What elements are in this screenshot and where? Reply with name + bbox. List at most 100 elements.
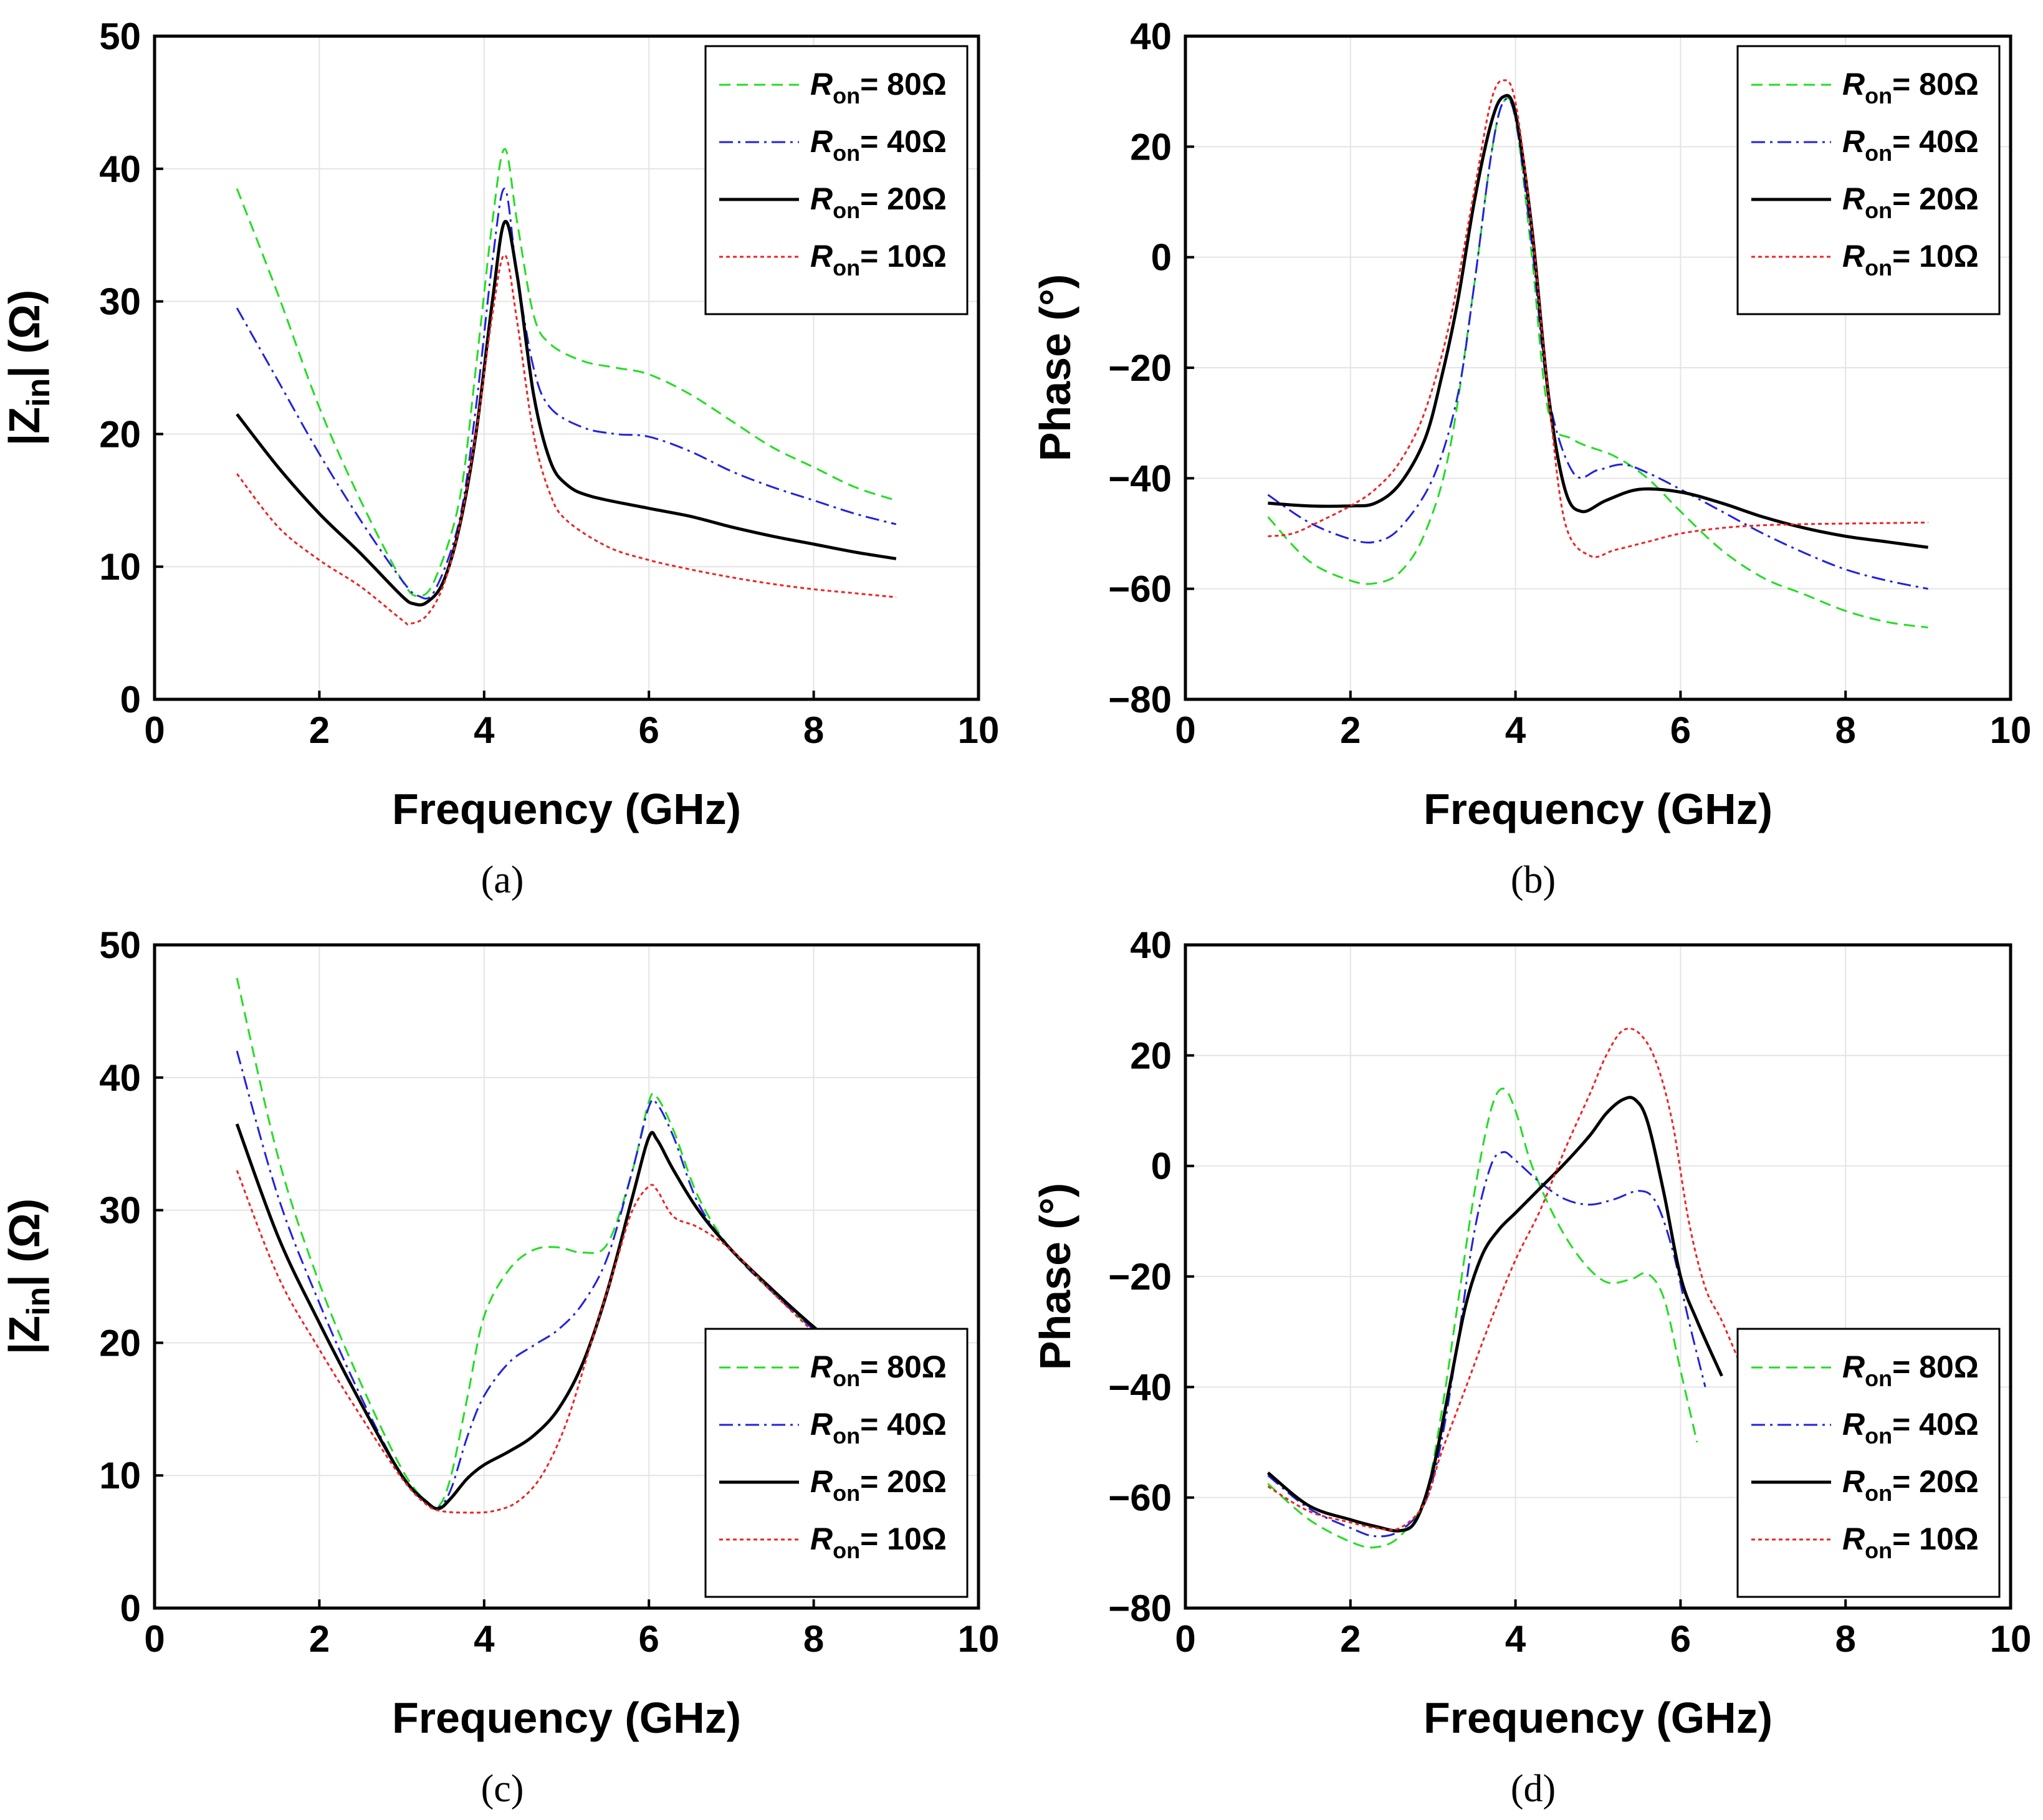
- x-tick-label: 8: [803, 1618, 824, 1660]
- legend-value: = 10Ω: [1892, 239, 1979, 274]
- y-axis-title-subscript: in: [21, 378, 57, 407]
- panel-label: (d): [1511, 1768, 1556, 1810]
- y-tick-label: 10: [99, 546, 141, 588]
- legend-label-r40: Ron= 40Ω: [810, 124, 947, 166]
- legend-symbol-subscript: on: [1865, 198, 1892, 223]
- x-tick-label: 4: [1505, 1618, 1526, 1660]
- legend-value: = 40Ω: [1892, 1407, 1979, 1442]
- series-line-r80: [1267, 1088, 1698, 1549]
- legend-value: = 20Ω: [860, 1464, 947, 1499]
- y-axis-title-main: |Z: [0, 407, 49, 446]
- y-tick-label: 40: [99, 148, 141, 190]
- legend-symbol: R: [810, 1521, 833, 1556]
- y-axis-title-main: |Z: [0, 1316, 49, 1354]
- x-tick-label: 8: [1835, 1618, 1856, 1660]
- axes-frame: [153, 34, 980, 701]
- chart-panel-d: 0 2 4 6 8 10 −80 −60 −40 −20 0 20 40 Frequency (GHz) P…: [1031, 924, 2031, 1810]
- x-axis-title: Frequency (GHz): [1423, 1693, 1773, 1742]
- legend-value: = 20Ω: [1892, 1464, 1979, 1499]
- x-tick-label: 10: [1990, 1618, 2032, 1660]
- y-axis-title: Phase (°): [1031, 1183, 1079, 1370]
- y-axis-title: |Zin| (Ω): [0, 290, 57, 446]
- ticks: 0 2 4 6 8 10 −80 −60 −40 −20 0 20 40: [1108, 16, 2031, 751]
- series-line-r10: [236, 1170, 856, 1514]
- axes-frame: [1184, 943, 2012, 1610]
- y-tick-label: 0: [120, 1588, 141, 1629]
- y-tick-label: −60: [1108, 568, 1172, 610]
- y-tick-label: −20: [1108, 1256, 1172, 1298]
- legend-symbol: R: [1842, 1464, 1865, 1499]
- legend-symbol: R: [1842, 1521, 1865, 1556]
- y-axis-title-end: | (Ω): [0, 290, 49, 378]
- legend-symbol: R: [1842, 1407, 1865, 1442]
- series-line-r20: [235, 1123, 856, 1511]
- y-tick-label: 30: [99, 1190, 141, 1232]
- series-line-r40: [1267, 1151, 1706, 1538]
- x-tick-label: 2: [309, 709, 330, 751]
- y-tick-label: 40: [1130, 924, 1172, 966]
- x-axis-title: Frequency (GHz): [392, 785, 741, 833]
- legend-value: = 40Ω: [860, 1407, 947, 1442]
- y-tick-label: 20: [1130, 1035, 1172, 1076]
- legend-value: = 40Ω: [1892, 124, 1979, 159]
- y-axis-title: |Zin| (Ω): [0, 1199, 57, 1354]
- y-tick-label: 40: [99, 1057, 141, 1099]
- legend-symbol: R: [810, 239, 833, 274]
- x-tick-label: 4: [474, 1618, 495, 1660]
- legend-label-r40: Ron= 40Ω: [1842, 124, 1979, 166]
- series-group: [1266, 1027, 1739, 1549]
- legend-label-r10: Ron= 10Ω: [810, 239, 947, 280]
- legend-symbol: R: [810, 1349, 833, 1384]
- legend-symbol-subscript: on: [833, 1538, 860, 1563]
- series-line-r10: [1268, 79, 1928, 558]
- legend-symbol-subscript: on: [833, 198, 860, 223]
- y-tick-label: 0: [1151, 1146, 1172, 1187]
- y-tick-label: 20: [99, 413, 141, 455]
- y-axis-title: Phase (°): [1031, 274, 1079, 461]
- legend-symbol: R: [1842, 124, 1865, 159]
- legend-symbol: R: [1842, 67, 1865, 102]
- x-tick-label: 2: [1340, 709, 1361, 751]
- x-axis-title: Frequency (GHz): [392, 1693, 741, 1742]
- y-tick-label: −80: [1108, 679, 1172, 721]
- legend-symbol: R: [810, 124, 833, 159]
- y-tick-label: 50: [99, 924, 141, 966]
- y-axis-title-main: Phase (°): [1031, 1183, 1079, 1370]
- legend-symbol: R: [1842, 181, 1865, 216]
- chart-panel-b: 0 2 4 6 8 10 −80 −60 −40 −20 0 20 40 Frequency (GHz) P…: [1031, 16, 2031, 901]
- series-line-r20: [1268, 93, 1928, 549]
- x-tick-label: 6: [1670, 1618, 1691, 1660]
- legend-label-r20: Ron= 20Ω: [810, 181, 947, 223]
- x-tick-label: 0: [144, 709, 165, 751]
- y-tick-label: −60: [1108, 1477, 1172, 1519]
- legend-label-r10: Ron= 10Ω: [1842, 1521, 1979, 1563]
- x-axis-title: Frequency (GHz): [1423, 785, 1773, 833]
- x-tick-label: 8: [803, 709, 824, 751]
- series-line-r10: [236, 254, 896, 626]
- series-line-r40: [236, 1050, 856, 1510]
- series-group: [236, 148, 897, 626]
- legend-symbol: R: [810, 1407, 833, 1442]
- legend-symbol-subscript: on: [833, 83, 860, 108]
- chart-panel-a: 0 2 4 6 8 10 0 10 20 30 40 50 Frequency (GHz) |Zin| (…: [0, 16, 999, 901]
- legend-label-r80: Ron= 80Ω: [810, 1349, 947, 1391]
- ticks: 0 2 4 6 8 10 0 10 20 30 40 50: [99, 924, 999, 1660]
- series-line-r80: [236, 148, 897, 597]
- legend-label-r40: Ron= 40Ω: [810, 1407, 947, 1449]
- series-line-r20: [236, 219, 897, 607]
- x-tick-label: 4: [474, 709, 495, 751]
- legend-symbol-subscript: on: [833, 1423, 860, 1449]
- legend-value: = 80Ω: [860, 67, 947, 102]
- legend-box: [1736, 1328, 2001, 1598]
- series-line-r80: [236, 977, 856, 1510]
- y-tick-label: 0: [1151, 237, 1172, 279]
- x-tick-label: 6: [639, 1618, 659, 1660]
- legend-symbol: R: [1842, 239, 1865, 274]
- legend-label-r20: Ron= 20Ω: [1842, 1464, 1979, 1506]
- series-group: [235, 977, 856, 1514]
- axes-frame: [153, 943, 980, 1610]
- x-tick-label: 10: [958, 1618, 1000, 1660]
